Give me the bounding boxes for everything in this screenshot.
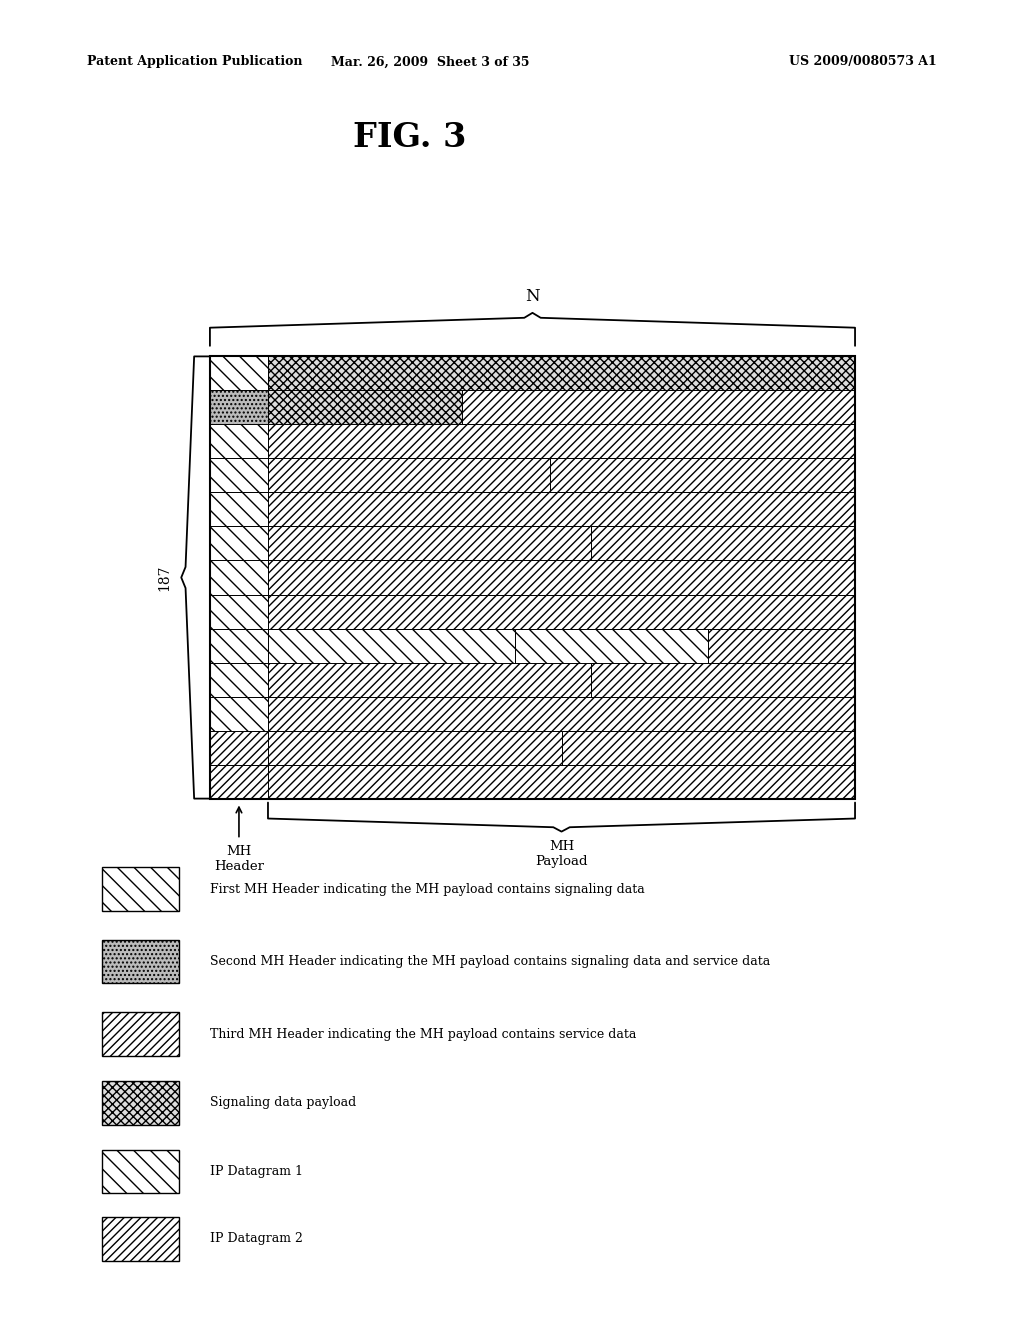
Text: MH
Header: MH Header <box>214 845 264 873</box>
Bar <box>210 527 268 561</box>
Bar <box>591 663 855 697</box>
Bar <box>210 697 268 730</box>
Bar <box>268 391 462 425</box>
Bar <box>210 356 855 799</box>
Bar <box>268 425 855 458</box>
Bar <box>210 594 268 628</box>
Bar <box>210 663 268 697</box>
Text: FIG. 3: FIG. 3 <box>353 121 466 154</box>
Bar <box>591 527 855 561</box>
Bar <box>268 527 591 561</box>
Bar <box>102 1150 179 1193</box>
Bar <box>102 940 179 983</box>
Bar <box>102 1217 179 1261</box>
Bar <box>210 628 268 663</box>
Bar <box>102 1012 179 1056</box>
Bar <box>210 561 268 594</box>
Bar <box>210 492 268 527</box>
Bar <box>268 458 550 492</box>
Bar <box>268 764 855 799</box>
Bar <box>210 730 268 764</box>
Text: Patent Application Publication: Patent Application Publication <box>87 55 302 69</box>
Text: IP Datagram 1: IP Datagram 1 <box>210 1166 303 1177</box>
Text: N: N <box>525 288 540 305</box>
Bar <box>514 628 709 663</box>
Bar <box>561 730 855 764</box>
Bar <box>210 425 268 458</box>
Bar <box>102 1081 179 1125</box>
Bar <box>210 356 268 391</box>
Bar <box>210 458 268 492</box>
Bar <box>268 561 855 594</box>
Bar <box>268 628 514 663</box>
Text: US 2009/0080573 A1: US 2009/0080573 A1 <box>790 55 937 69</box>
Bar <box>709 628 855 663</box>
Text: Third MH Header indicating the MH payload contains service data: Third MH Header indicating the MH payloa… <box>210 1028 636 1040</box>
Text: IP Datagram 2: IP Datagram 2 <box>210 1233 303 1245</box>
Bar <box>102 867 179 911</box>
Bar <box>268 697 855 730</box>
Bar <box>268 356 855 391</box>
Bar <box>550 458 855 492</box>
Text: First MH Header indicating the MH payload contains signaling data: First MH Header indicating the MH payloa… <box>210 883 645 895</box>
Text: MH
Payload: MH Payload <box>536 840 588 867</box>
Bar <box>268 492 855 527</box>
Bar <box>210 764 268 799</box>
Text: Second MH Header indicating the MH payload contains signaling data and service d: Second MH Header indicating the MH paylo… <box>210 956 770 968</box>
Text: Signaling data payload: Signaling data payload <box>210 1097 356 1109</box>
Bar <box>462 391 855 425</box>
Bar <box>210 391 268 425</box>
Bar <box>268 730 561 764</box>
Bar <box>268 663 591 697</box>
Text: 187: 187 <box>157 564 171 591</box>
Text: Mar. 26, 2009  Sheet 3 of 35: Mar. 26, 2009 Sheet 3 of 35 <box>331 55 529 69</box>
Bar <box>268 594 855 628</box>
